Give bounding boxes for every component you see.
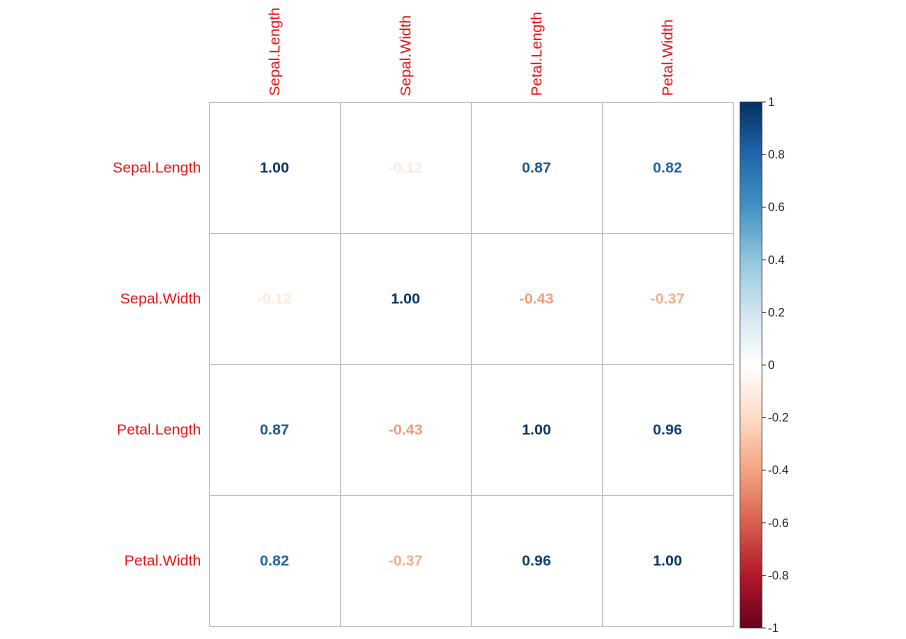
- cell-value: -0.37: [388, 553, 422, 570]
- colorbar-tick-label: 0.6: [768, 200, 785, 214]
- cell-value: 0.87: [260, 422, 289, 439]
- cell-border: [602, 364, 734, 496]
- cell-value: -0.37: [650, 291, 684, 308]
- colorbar-tick-label: -0.4: [768, 463, 789, 477]
- cell-border: [340, 233, 472, 365]
- colorbar-tick-label: -0.6: [768, 516, 789, 530]
- cell-value: 0.87: [522, 160, 551, 177]
- colorbar-tick-label: -1: [768, 621, 779, 635]
- cell-value: -0.12: [257, 291, 291, 308]
- cell-value: 1.00: [522, 422, 551, 439]
- colorbar-tick-label: 0: [768, 358, 775, 372]
- cell-border: [209, 233, 341, 365]
- cell-border: [471, 102, 603, 234]
- column-label: Sepal.Width: [398, 15, 415, 96]
- cell-border: [340, 102, 472, 234]
- row-labels: Sepal.Length Sepal.Width Petal.Length Petal…: [113, 160, 201, 570]
- row-label: Sepal.Width: [120, 291, 201, 308]
- cell-value: 1.00: [391, 291, 420, 308]
- colorbar: 1 0.8 0.6 0.4 0.2 0 -0.2 -0.4 -0.6 -0.8 -1: [739, 95, 789, 635]
- cell-value: 0.82: [653, 160, 682, 177]
- cell-border: [340, 495, 472, 627]
- cell-value: 0.82: [260, 553, 289, 570]
- colorbar-tick-label: 0.8: [768, 148, 785, 162]
- column-label: Petal.Length: [529, 12, 546, 96]
- row-label: Petal.Length: [117, 422, 201, 439]
- row-label: Sepal.Length: [113, 160, 201, 177]
- cell-value: 0.96: [522, 553, 551, 570]
- colorbar-tick-label: -0.8: [768, 568, 789, 582]
- column-labels: Sepal.Length Sepal.Width Petal.Length Petal…: [267, 8, 677, 96]
- cell-border: [209, 495, 341, 627]
- colorbar-tick-label: -0.2: [768, 411, 789, 425]
- cell-border: [209, 102, 341, 234]
- cell-value: -0.43: [519, 291, 553, 308]
- cell-border: [602, 495, 734, 627]
- colorbar-tick-label: 0.4: [768, 253, 785, 267]
- cell-border: [602, 233, 734, 365]
- column-label: Sepal.Length: [267, 8, 284, 96]
- row-label: Petal.Width: [124, 553, 201, 570]
- cells: 1.00 -0.12 0.87 0.82 -0.12 1.00 -0.43 -0.37 0.87…: [257, 160, 684, 570]
- cell-value: -0.12: [388, 160, 422, 177]
- column-label: Petal.Width: [660, 19, 677, 96]
- colorbar-tick-label: 1: [768, 95, 775, 109]
- cell-value: 0.96: [653, 422, 682, 439]
- cell-border: [340, 364, 472, 496]
- cell-border: [471, 495, 603, 627]
- cell-value: 1.00: [653, 553, 682, 570]
- cell-value: 1.00: [260, 160, 289, 177]
- colorbar-gradient: [739, 101, 763, 629]
- cell-value: -0.43: [388, 422, 422, 439]
- grid: [209, 102, 734, 627]
- cell-border: [602, 102, 734, 234]
- colorbar-tick-label: 0.2: [768, 305, 785, 319]
